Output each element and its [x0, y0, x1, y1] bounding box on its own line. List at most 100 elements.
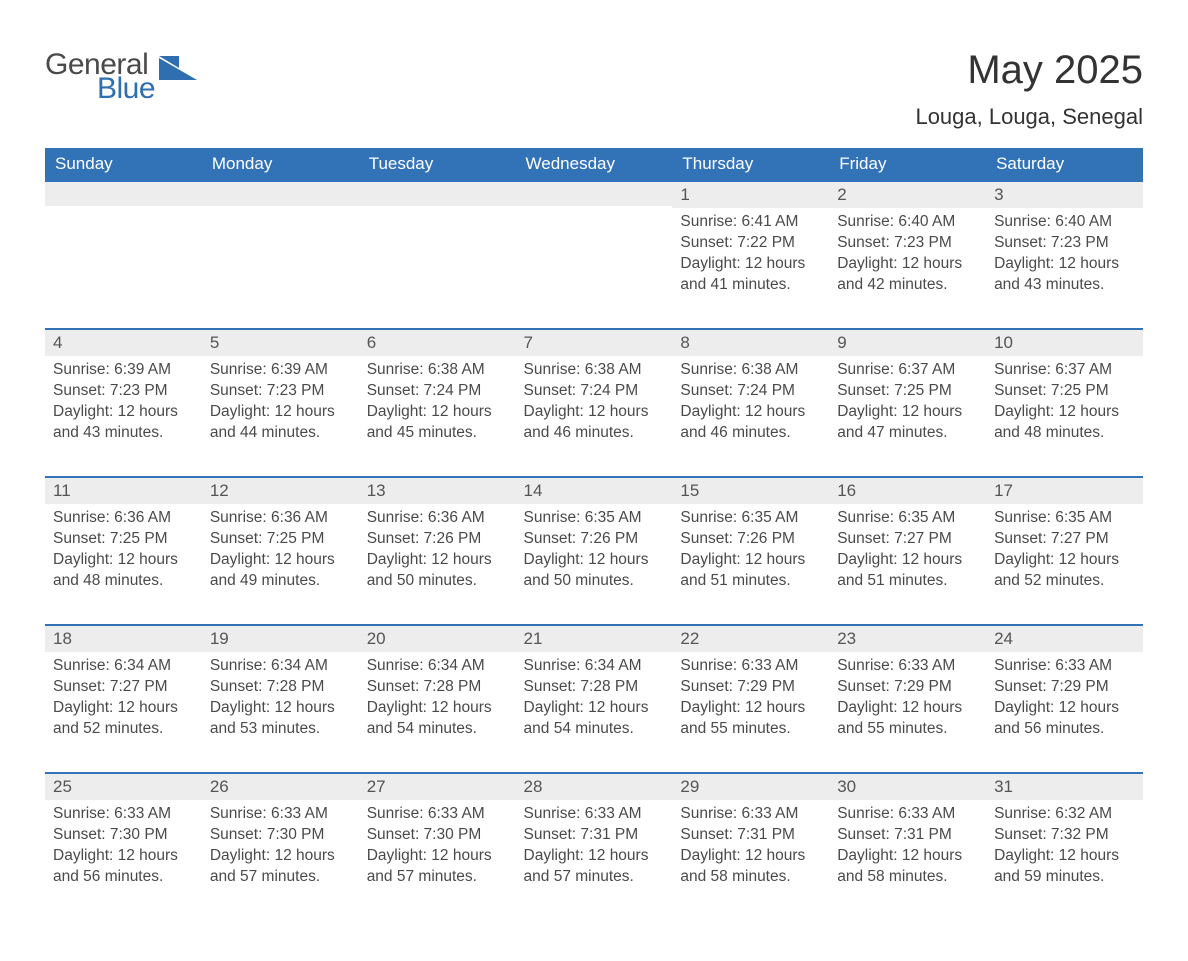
- day-details: Sunrise: 6:35 AMSunset: 7:27 PMDaylight:…: [986, 504, 1143, 600]
- day-details: Sunrise: 6:33 AMSunset: 7:30 PMDaylight:…: [202, 800, 359, 896]
- calendar-cell: 28Sunrise: 6:33 AMSunset: 7:31 PMDayligh…: [516, 773, 673, 921]
- calendar-cell: 11Sunrise: 6:36 AMSunset: 7:25 PMDayligh…: [45, 477, 202, 625]
- sunset-line: Sunset: 7:23 PM: [837, 233, 978, 254]
- month-title: May 2025: [915, 50, 1143, 90]
- calendar-week-row: 25Sunrise: 6:33 AMSunset: 7:30 PMDayligh…: [45, 773, 1143, 921]
- calendar-table: SundayMondayTuesdayWednesdayThursdayFrid…: [45, 148, 1143, 921]
- day-details: Sunrise: 6:33 AMSunset: 7:29 PMDaylight:…: [986, 652, 1143, 748]
- calendar-cell: 1Sunrise: 6:41 AMSunset: 7:22 PMDaylight…: [672, 181, 829, 329]
- day-number: 23: [829, 626, 986, 652]
- sunrise-line: Sunrise: 6:37 AM: [994, 360, 1135, 381]
- daylight-line: Daylight: 12 hours and 56 minutes.: [53, 846, 194, 888]
- sunset-line: Sunset: 7:29 PM: [994, 677, 1135, 698]
- sunset-line: Sunset: 7:30 PM: [210, 825, 351, 846]
- sunset-line: Sunset: 7:31 PM: [524, 825, 665, 846]
- sunrise-line: Sunrise: 6:33 AM: [680, 804, 821, 825]
- sunset-line: Sunset: 7:28 PM: [524, 677, 665, 698]
- day-number: 22: [672, 626, 829, 652]
- daylight-line: Daylight: 12 hours and 54 minutes.: [524, 698, 665, 740]
- calendar-cell: 18Sunrise: 6:34 AMSunset: 7:27 PMDayligh…: [45, 625, 202, 773]
- day-details: Sunrise: 6:33 AMSunset: 7:31 PMDaylight:…: [516, 800, 673, 896]
- sunset-line: Sunset: 7:28 PM: [210, 677, 351, 698]
- sunset-line: Sunset: 7:25 PM: [837, 381, 978, 402]
- day-details: Sunrise: 6:37 AMSunset: 7:25 PMDaylight:…: [829, 356, 986, 452]
- day-details: Sunrise: 6:38 AMSunset: 7:24 PMDaylight:…: [359, 356, 516, 452]
- day-number: 14: [516, 478, 673, 504]
- calendar-cell: 30Sunrise: 6:33 AMSunset: 7:31 PMDayligh…: [829, 773, 986, 921]
- day-number: 15: [672, 478, 829, 504]
- daylight-line: Daylight: 12 hours and 46 minutes.: [524, 402, 665, 444]
- day-details: Sunrise: 6:41 AMSunset: 7:22 PMDaylight:…: [672, 208, 829, 304]
- calendar-cell: 6Sunrise: 6:38 AMSunset: 7:24 PMDaylight…: [359, 329, 516, 477]
- day-number: 7: [516, 330, 673, 356]
- day-details: Sunrise: 6:33 AMSunset: 7:29 PMDaylight:…: [829, 652, 986, 748]
- sunset-line: Sunset: 7:23 PM: [994, 233, 1135, 254]
- calendar-cell: 16Sunrise: 6:35 AMSunset: 7:27 PMDayligh…: [829, 477, 986, 625]
- sunset-line: Sunset: 7:25 PM: [53, 529, 194, 550]
- day-number: [45, 182, 202, 206]
- calendar-cell: 5Sunrise: 6:39 AMSunset: 7:23 PMDaylight…: [202, 329, 359, 477]
- daylight-line: Daylight: 12 hours and 57 minutes.: [210, 846, 351, 888]
- sunset-line: Sunset: 7:31 PM: [680, 825, 821, 846]
- day-number: 19: [202, 626, 359, 652]
- location-subtitle: Louga, Louga, Senegal: [915, 104, 1143, 130]
- calendar-cell: 22Sunrise: 6:33 AMSunset: 7:29 PMDayligh…: [672, 625, 829, 773]
- sunset-line: Sunset: 7:26 PM: [680, 529, 821, 550]
- sunset-line: Sunset: 7:27 PM: [994, 529, 1135, 550]
- calendar-cell: 2Sunrise: 6:40 AMSunset: 7:23 PMDaylight…: [829, 181, 986, 329]
- sunrise-line: Sunrise: 6:33 AM: [524, 804, 665, 825]
- brand-line2: Blue: [97, 74, 155, 104]
- calendar-cell: 12Sunrise: 6:36 AMSunset: 7:25 PMDayligh…: [202, 477, 359, 625]
- sunset-line: Sunset: 7:26 PM: [524, 529, 665, 550]
- calendar-cell: 31Sunrise: 6:32 AMSunset: 7:32 PMDayligh…: [986, 773, 1143, 921]
- day-details: Sunrise: 6:34 AMSunset: 7:28 PMDaylight:…: [359, 652, 516, 748]
- day-header: Thursday: [672, 148, 829, 181]
- day-details: Sunrise: 6:35 AMSunset: 7:26 PMDaylight:…: [516, 504, 673, 600]
- calendar-cell: 19Sunrise: 6:34 AMSunset: 7:28 PMDayligh…: [202, 625, 359, 773]
- day-details: Sunrise: 6:34 AMSunset: 7:27 PMDaylight:…: [45, 652, 202, 748]
- day-header: Wednesday: [516, 148, 673, 181]
- calendar-week-row: 11Sunrise: 6:36 AMSunset: 7:25 PMDayligh…: [45, 477, 1143, 625]
- daylight-line: Daylight: 12 hours and 49 minutes.: [210, 550, 351, 592]
- sunrise-line: Sunrise: 6:36 AM: [367, 508, 508, 529]
- daylight-line: Daylight: 12 hours and 41 minutes.: [680, 254, 821, 296]
- sunrise-line: Sunrise: 6:35 AM: [524, 508, 665, 529]
- sunset-line: Sunset: 7:31 PM: [837, 825, 978, 846]
- daylight-line: Daylight: 12 hours and 56 minutes.: [994, 698, 1135, 740]
- sunset-line: Sunset: 7:25 PM: [994, 381, 1135, 402]
- sunrise-line: Sunrise: 6:38 AM: [524, 360, 665, 381]
- calendar-week-row: 18Sunrise: 6:34 AMSunset: 7:27 PMDayligh…: [45, 625, 1143, 773]
- day-number: 9: [829, 330, 986, 356]
- sunset-line: Sunset: 7:27 PM: [837, 529, 978, 550]
- day-number: 25: [45, 774, 202, 800]
- day-details: Sunrise: 6:35 AMSunset: 7:26 PMDaylight:…: [672, 504, 829, 600]
- calendar-cell: [45, 181, 202, 329]
- daylight-line: Daylight: 12 hours and 57 minutes.: [524, 846, 665, 888]
- day-details: Sunrise: 6:32 AMSunset: 7:32 PMDaylight:…: [986, 800, 1143, 896]
- day-details: Sunrise: 6:40 AMSunset: 7:23 PMDaylight:…: [829, 208, 986, 304]
- sunset-line: Sunset: 7:23 PM: [210, 381, 351, 402]
- daylight-line: Daylight: 12 hours and 54 minutes.: [367, 698, 508, 740]
- calendar-cell: 4Sunrise: 6:39 AMSunset: 7:23 PMDaylight…: [45, 329, 202, 477]
- day-number: 30: [829, 774, 986, 800]
- sunrise-line: Sunrise: 6:36 AM: [53, 508, 194, 529]
- daylight-line: Daylight: 12 hours and 42 minutes.: [837, 254, 978, 296]
- day-details: Sunrise: 6:33 AMSunset: 7:30 PMDaylight:…: [359, 800, 516, 896]
- daylight-line: Daylight: 12 hours and 52 minutes.: [53, 698, 194, 740]
- sunset-line: Sunset: 7:27 PM: [53, 677, 194, 698]
- calendar-cell: 20Sunrise: 6:34 AMSunset: 7:28 PMDayligh…: [359, 625, 516, 773]
- sunrise-line: Sunrise: 6:33 AM: [837, 656, 978, 677]
- sunrise-line: Sunrise: 6:35 AM: [837, 508, 978, 529]
- day-number: 29: [672, 774, 829, 800]
- sunset-line: Sunset: 7:23 PM: [53, 381, 194, 402]
- sunrise-line: Sunrise: 6:34 AM: [210, 656, 351, 677]
- day-details: Sunrise: 6:36 AMSunset: 7:26 PMDaylight:…: [359, 504, 516, 600]
- day-number: [359, 182, 516, 206]
- brand-text: General Blue: [45, 50, 155, 104]
- day-header: Saturday: [986, 148, 1143, 181]
- daylight-line: Daylight: 12 hours and 55 minutes.: [680, 698, 821, 740]
- calendar-cell: 27Sunrise: 6:33 AMSunset: 7:30 PMDayligh…: [359, 773, 516, 921]
- day-number: 26: [202, 774, 359, 800]
- daylight-line: Daylight: 12 hours and 43 minutes.: [994, 254, 1135, 296]
- sunrise-line: Sunrise: 6:39 AM: [53, 360, 194, 381]
